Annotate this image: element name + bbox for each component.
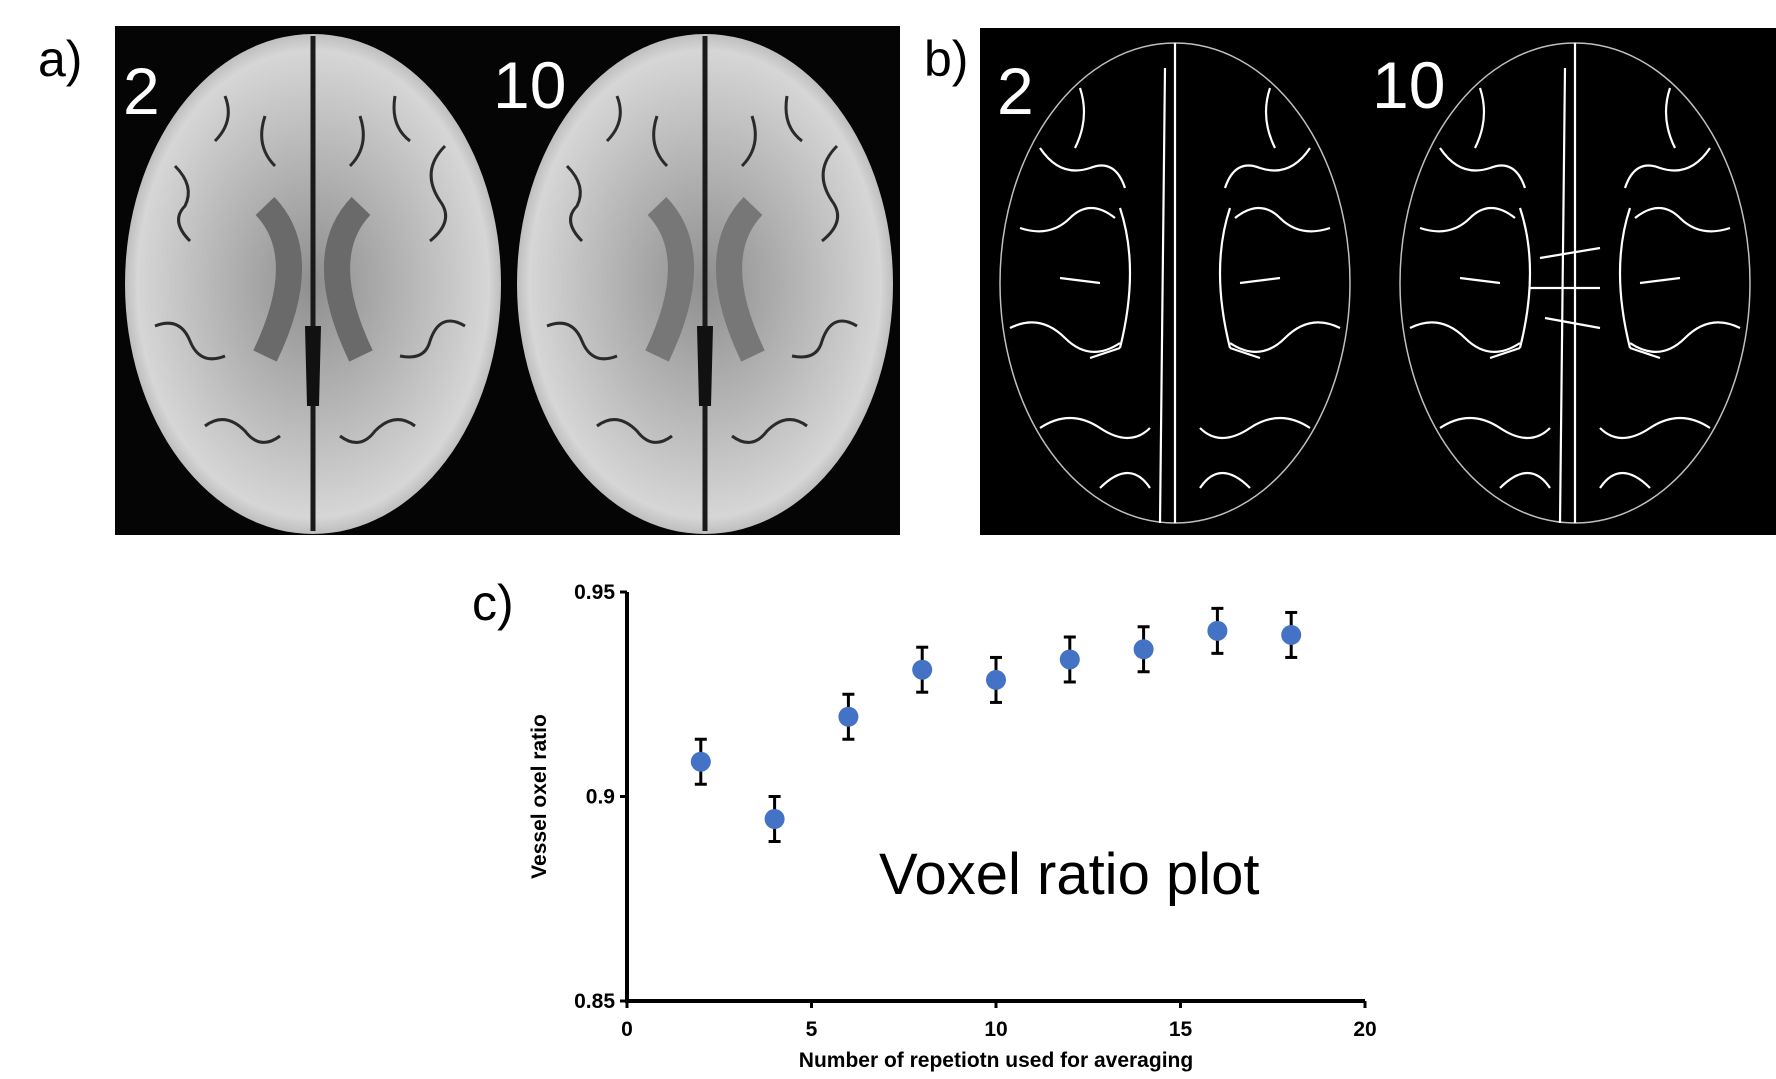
- mri-slice-left: [125, 34, 501, 534]
- x-tick-label: 20: [1353, 1018, 1376, 1041]
- x-tick-label: 5: [806, 1018, 818, 1041]
- chart-points: [690, 606, 1302, 843]
- x-tick-label: 15: [1169, 1018, 1193, 1041]
- chart-axes: [625, 592, 1365, 1003]
- x-tick-label: 10: [984, 1018, 1007, 1041]
- chart-annotation: Voxel ratio plot: [879, 842, 1259, 907]
- vessel-map-left: [999, 42, 1351, 524]
- x-axis-label: Number of repetiotn used for averaging: [799, 1049, 1193, 1072]
- vessel-segmentation-slices: 2 10: [997, 42, 1751, 524]
- data-point: [764, 808, 785, 829]
- panel-b-vessel-image: 2 10: [980, 28, 1776, 535]
- x-tick-label: 0: [621, 1018, 633, 1041]
- panel-c-label: c): [472, 575, 514, 631]
- panel-a-mri-image: 2 10: [115, 26, 900, 535]
- mri-slice-right: [517, 34, 893, 534]
- panel-a-right-number: 10: [493, 48, 566, 122]
- data-point: [912, 659, 933, 680]
- data-point: [1281, 624, 1302, 645]
- y-tick-label: 0.9: [586, 786, 615, 809]
- vessel-map-right: [1399, 42, 1751, 524]
- panel-a-label: a): [38, 31, 83, 87]
- data-point: [1133, 639, 1154, 660]
- data-point: [838, 706, 859, 727]
- chart-ticks: 0 5 10 15 20 0.85 0.9 0.95: [574, 581, 1377, 1041]
- panel-a-left-number: 2: [123, 54, 160, 128]
- data-point: [1059, 649, 1080, 670]
- data-point: [1207, 620, 1228, 641]
- panel-b-right-number: 10: [1372, 48, 1445, 122]
- y-axis-label: Vessel oxel ratio: [528, 714, 551, 879]
- data-point: [690, 751, 711, 772]
- y-tick-label: 0.85: [574, 990, 615, 1013]
- mri-brain-slices: 2 10: [123, 34, 893, 534]
- panel-b-label: b): [924, 31, 969, 87]
- y-tick-label: 0.95: [574, 581, 615, 604]
- data-point: [986, 669, 1006, 690]
- panel-b-left-number: 2: [997, 54, 1034, 128]
